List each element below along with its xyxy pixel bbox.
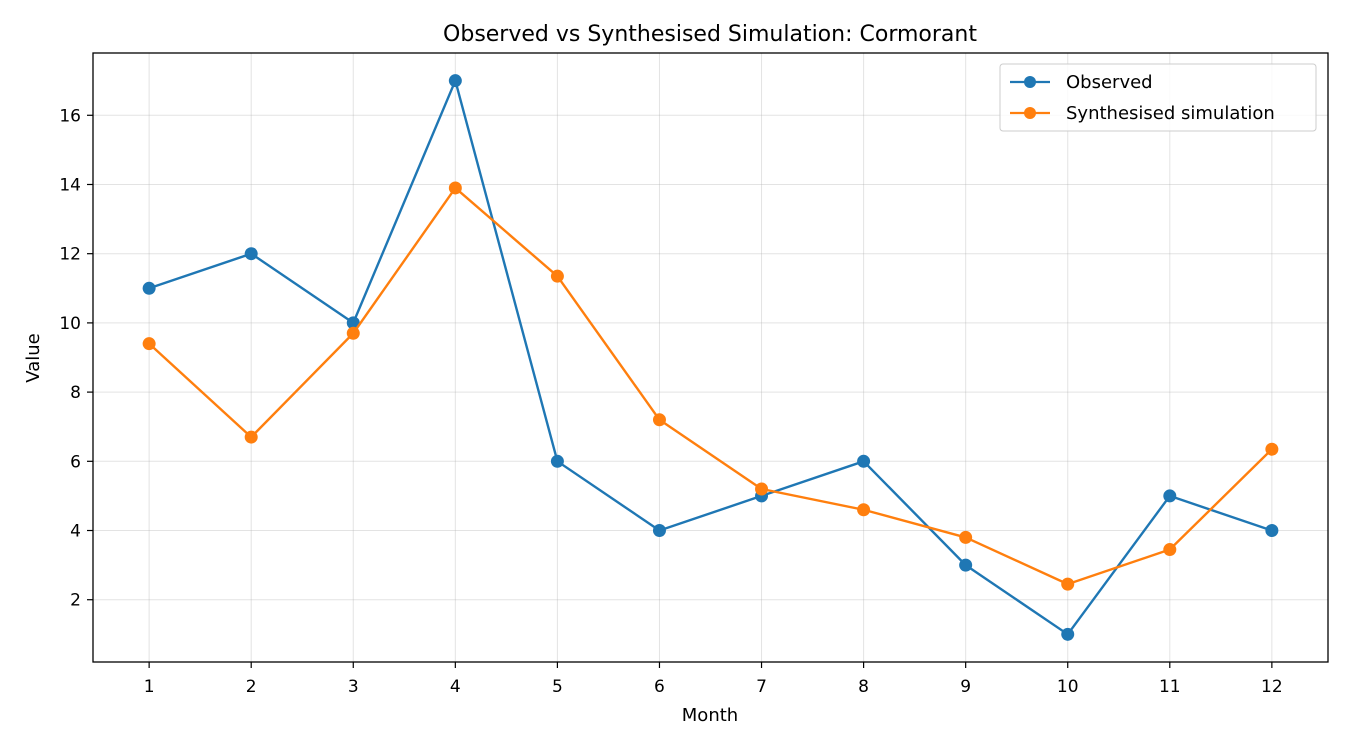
data-point <box>550 269 564 283</box>
data-point <box>857 503 871 517</box>
legend-marker-observed <box>1024 76 1036 88</box>
data-point <box>448 74 462 88</box>
y-tick-label: 12 <box>59 245 81 265</box>
y-tick-label: 6 <box>70 452 81 472</box>
series-1 <box>142 181 1279 591</box>
x-tick-label: 4 <box>450 677 461 697</box>
x-axis: 1 2 3 4 5 6 7 8 9 10 11 12 <box>144 662 1283 697</box>
legend-marker-synthesised <box>1024 107 1036 119</box>
y-tick-label: 4 <box>70 522 81 542</box>
data-point <box>1163 489 1177 503</box>
x-tick-label: 7 <box>756 677 767 697</box>
legend: Observed Synthesised simulation <box>999 63 1317 132</box>
y-tick-label: 8 <box>70 383 81 403</box>
x-tick-label: 6 <box>654 677 665 697</box>
data-point <box>142 281 156 295</box>
legend-label-observed: Observed <box>1066 72 1153 93</box>
data-point <box>244 430 258 444</box>
data-point <box>755 482 769 496</box>
data-point <box>550 454 564 468</box>
x-tick-label: 11 <box>1159 677 1181 697</box>
data-point <box>1061 577 1075 591</box>
series-layer <box>142 74 1279 641</box>
y-axis-label: Value <box>23 333 44 382</box>
y-tick-label: 2 <box>70 591 81 611</box>
x-tick-label: 3 <box>348 677 359 697</box>
y-tick-label: 14 <box>59 175 81 195</box>
x-tick-label: 1 <box>144 677 155 697</box>
series-line <box>148 186 1273 586</box>
x-tick-label: 2 <box>246 677 257 697</box>
grid <box>93 53 1328 662</box>
data-point <box>1265 442 1279 456</box>
y-tick-label: 16 <box>59 106 81 126</box>
plot-frame <box>92 52 1329 663</box>
data-point <box>652 413 666 427</box>
data-point <box>959 530 973 544</box>
chart-title: Observed vs Synthesised Simulation: Corm… <box>443 22 977 47</box>
x-tick-label: 9 <box>960 677 971 697</box>
legend-box <box>999 63 1317 132</box>
x-tick-label: 5 <box>552 677 563 697</box>
series-0 <box>142 74 1279 641</box>
data-point <box>346 316 360 330</box>
data-point <box>1265 524 1279 538</box>
data-point <box>244 247 258 261</box>
data-point <box>1163 543 1177 557</box>
data-point <box>448 181 462 195</box>
y-axis: 2 4 6 8 10 12 14 16 <box>59 106 93 611</box>
y-tick-label: 10 <box>59 314 81 334</box>
data-point <box>346 326 360 340</box>
x-axis-label: Month <box>682 705 738 726</box>
legend-label-synthesised: Synthesised simulation <box>1066 103 1275 124</box>
data-point <box>652 524 666 538</box>
x-tick-label: 12 <box>1261 677 1283 697</box>
data-point <box>1061 627 1075 641</box>
series-line <box>148 79 1273 636</box>
data-point <box>142 337 156 351</box>
x-tick-label: 8 <box>858 677 869 697</box>
x-tick-label: 10 <box>1057 677 1079 697</box>
data-point <box>959 558 973 572</box>
data-point <box>857 454 871 468</box>
